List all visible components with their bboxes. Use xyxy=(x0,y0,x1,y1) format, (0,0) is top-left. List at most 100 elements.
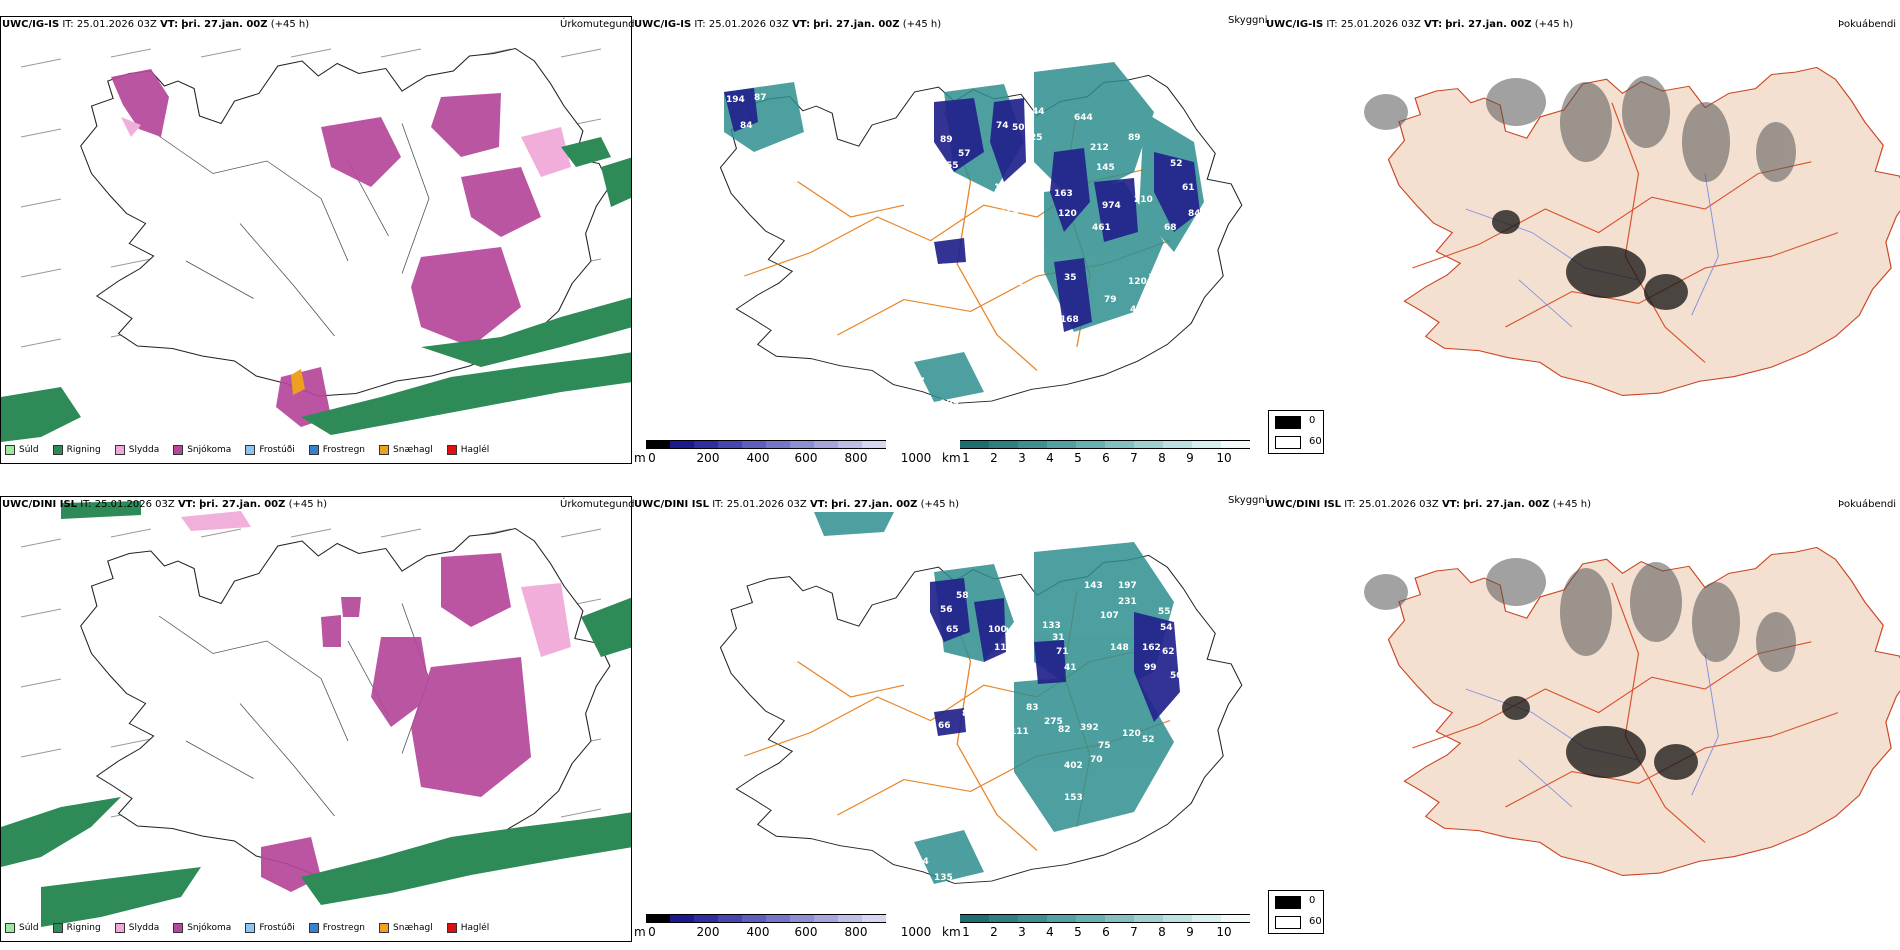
vis-label: 57 xyxy=(958,149,971,159)
cbar-seg xyxy=(790,440,814,449)
cbar-tick: 5 xyxy=(1074,925,1082,939)
legend-swatch xyxy=(5,445,15,455)
vis-label: 50 xyxy=(1012,123,1025,133)
cbar-seg xyxy=(838,440,862,449)
cbar-seg xyxy=(989,914,1018,923)
vis-label: 71 xyxy=(954,185,967,195)
vt-value: þri. 27.jan. 00Z xyxy=(181,19,268,30)
vis-label: 83 xyxy=(1026,703,1039,713)
cbar-seg xyxy=(1047,440,1076,449)
it-value: 25.01.2026 03Z xyxy=(726,499,807,510)
cbar-seg xyxy=(1163,440,1192,449)
vis-label: 197 xyxy=(1118,581,1137,591)
legend-swatch xyxy=(114,923,125,933)
cbar-seg xyxy=(1076,440,1105,449)
visibility-panel: UWC/IG-IS IT: 25.01.2026 03Z VT: þri. 27… xyxy=(634,12,1324,472)
legend-item: Haglél xyxy=(446,923,489,933)
legend-label: Súld xyxy=(19,923,39,933)
vis-label: 68 xyxy=(1164,223,1177,233)
legend-label: Slydda xyxy=(128,923,160,933)
cbar-seg xyxy=(1221,914,1250,923)
model-name: UWC/DINI ISL xyxy=(1266,499,1342,510)
lead-time: (+45 h) xyxy=(1552,499,1592,510)
cbar-seg xyxy=(766,440,790,449)
cbar-seg xyxy=(1134,914,1163,923)
fog-panel: UWC/IG-IS IT: 25.01.2026 03Z VT: þri. 27… xyxy=(1266,12,1900,442)
fog-map xyxy=(1364,546,1900,877)
legend-item: Haglél xyxy=(446,445,489,455)
legend-swatch xyxy=(5,923,15,933)
lead-time: (+45 h) xyxy=(902,19,942,30)
vis-label: 103 xyxy=(1004,627,1023,637)
model-name: UWC/IG-IS xyxy=(2,19,60,30)
cbar-tick: 9 xyxy=(1186,925,1194,939)
colorbar-height-m: m 0 200 400 600 800 1000 xyxy=(634,914,934,940)
vis-label: 143 xyxy=(1084,581,1103,591)
vis-label: 224 xyxy=(910,857,929,867)
cbar-seg xyxy=(790,914,814,923)
vis-label: 55 xyxy=(1158,607,1171,617)
fog-swatch xyxy=(1275,416,1301,429)
vt-label: VT: xyxy=(177,499,196,510)
cbar-seg xyxy=(862,440,886,449)
vis-label: 162 xyxy=(1142,643,1161,653)
vis-label: 461 xyxy=(1092,223,1111,233)
cbar-unit: km xyxy=(942,925,961,939)
cbar-seg xyxy=(670,914,694,923)
cbar-unit: km xyxy=(942,451,961,465)
it-label: IT: xyxy=(694,19,706,30)
vis-label: 153 xyxy=(1064,793,1083,803)
vis-label: 45 xyxy=(1130,305,1143,315)
vis-label: 65 xyxy=(946,625,959,635)
precip-map-frame: Súld Rigning Slydda Snjókoma Frostúði Fr… xyxy=(0,16,632,464)
vis-label: 120 xyxy=(1128,277,1147,287)
cbar-seg xyxy=(694,914,718,923)
legend-label: Frostúði xyxy=(259,445,295,455)
vis-label: 82 xyxy=(1058,725,1071,735)
it-value: 25.01.2026 03Z xyxy=(708,19,789,30)
it-label: IT: xyxy=(1326,19,1338,30)
vis-label: 117 xyxy=(994,643,1013,653)
it-value: 25.01.2026 03Z xyxy=(94,499,175,510)
cbar-seg xyxy=(694,440,718,449)
panel-header: UWC/DINI ISL IT: 25.01.2026 03Z VT: þri.… xyxy=(1266,496,1591,514)
fog-panel: UWC/DINI ISL IT: 25.01.2026 03Z VT: þri.… xyxy=(1266,492,1900,922)
vis-label: 644 xyxy=(1074,113,1093,123)
cbar-tick: 8 xyxy=(1158,925,1166,939)
vis-label: 52 xyxy=(1170,159,1183,169)
vis-label: 194 xyxy=(726,95,745,105)
legend-item: Frostúði xyxy=(245,923,295,933)
vis-label: 275 xyxy=(1044,717,1063,727)
precip-legend: Súld Rigning Slydda Snjókoma Frostúði Fr… xyxy=(5,443,489,457)
precip-type-map xyxy=(1,501,631,927)
vis-label: 50 xyxy=(1170,671,1183,681)
vis-label: 44 xyxy=(1032,107,1045,117)
legend-swatch xyxy=(446,445,457,455)
panel-header: UWC/IG-IS IT: 25.01.2026 03Z VT: þri. 27… xyxy=(634,16,941,34)
vis-label: 157 xyxy=(994,183,1013,193)
cbar-tick: 1000 xyxy=(900,451,932,465)
cbar-seg xyxy=(838,914,862,923)
legend-label: Frostregn xyxy=(322,923,366,933)
legend-item: Frostúði xyxy=(245,445,295,455)
cbar-seg xyxy=(960,914,989,923)
legend-item: Frostregn xyxy=(308,923,366,933)
vt-value: þri. 27.jan. 00Z xyxy=(831,499,918,510)
cbar-seg xyxy=(1018,914,1047,923)
cbar-tick: 2 xyxy=(990,925,998,939)
cbar-seg xyxy=(1134,440,1163,449)
vis-label: 210 xyxy=(1134,195,1153,205)
vis-label: 75 xyxy=(1098,741,1111,751)
cbar-tick: 6 xyxy=(1102,925,1110,939)
vis-label: 52 xyxy=(1142,735,1155,745)
lead-time: (+45 h) xyxy=(288,499,328,510)
vis-label: 135 xyxy=(934,873,953,883)
fog-map xyxy=(1364,66,1900,397)
visibility-map: 56 58 65 100 103 117 143 197 231 107 133… xyxy=(719,512,1243,885)
cbar-tick: 600 xyxy=(794,451,818,465)
visibility-title: Skyggni xyxy=(1228,495,1268,506)
legend-label: Snjókoma xyxy=(187,923,232,933)
legend-swatch xyxy=(52,923,63,933)
panel-header: UWC/IG-IS IT: 25.01.2026 03Z VT: þri. 27… xyxy=(1266,16,1573,34)
fog-legend-label: 60 xyxy=(1309,916,1322,927)
